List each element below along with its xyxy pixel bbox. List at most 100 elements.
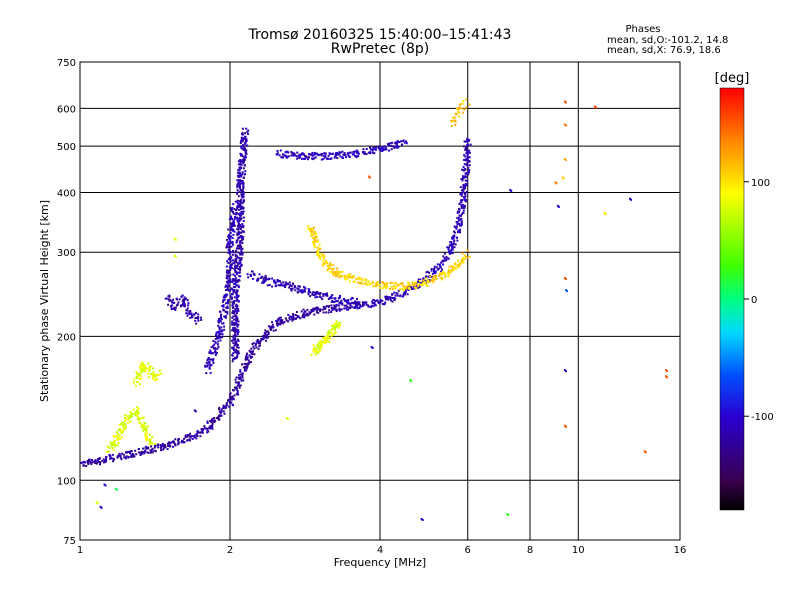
data-point (235, 212, 238, 215)
data-point (235, 294, 238, 297)
data-point (269, 326, 272, 329)
data-point (257, 279, 259, 282)
data-point (328, 341, 331, 344)
data-point (244, 365, 246, 368)
data-point (133, 455, 136, 458)
data-point (215, 336, 218, 339)
data-point (183, 305, 186, 307)
data-point (109, 456, 112, 459)
data-point (418, 285, 421, 288)
data-point (304, 154, 306, 157)
data-point (274, 285, 277, 288)
data-point (231, 304, 234, 307)
data-point (237, 226, 240, 229)
data-point (240, 231, 243, 234)
data-point (170, 308, 173, 311)
data-point (255, 346, 258, 349)
data-point (460, 201, 463, 203)
data-point (229, 255, 232, 258)
data-point (396, 294, 399, 297)
y-tick-label: 200 (57, 332, 76, 343)
data-point (248, 361, 251, 364)
data-point (303, 316, 306, 319)
data-point (306, 308, 309, 311)
data-point (225, 306, 228, 309)
data-point (168, 295, 171, 298)
data-point (156, 373, 159, 376)
data-point (258, 345, 261, 348)
data-point (254, 344, 257, 347)
data-point (136, 372, 139, 375)
data-point (108, 454, 111, 457)
data-point (87, 461, 89, 464)
data-point (390, 144, 393, 147)
data-point (234, 258, 237, 260)
data-point (319, 308, 321, 311)
data-point (284, 317, 287, 320)
data-point (241, 374, 244, 377)
data-point (431, 272, 434, 275)
data-point (452, 240, 455, 243)
data-point (450, 252, 453, 254)
data-point (180, 304, 183, 307)
data-point (263, 334, 266, 337)
data-point (237, 346, 240, 349)
data-point (230, 225, 233, 228)
data-point (232, 224, 235, 227)
data-point (294, 289, 297, 292)
data-point (112, 449, 115, 452)
data-point (279, 319, 282, 322)
data-point (304, 310, 307, 313)
data-point (302, 312, 305, 315)
data-point (236, 192, 239, 195)
data-point (469, 143, 472, 146)
data-point (326, 340, 329, 343)
data-point (372, 146, 375, 149)
data-point (96, 459, 99, 462)
data-point (153, 445, 156, 447)
data-point (124, 424, 127, 427)
data-point (462, 209, 465, 212)
data-point (299, 285, 301, 288)
data-point (287, 320, 290, 323)
data-point (456, 211, 459, 214)
data-point (333, 297, 336, 300)
data-point (102, 458, 105, 461)
data-point (357, 152, 360, 155)
x-axis-label: Frequency [MHz] (334, 556, 426, 569)
data-point (204, 364, 207, 367)
data-point (426, 270, 429, 273)
data-point (379, 301, 382, 304)
data-point (237, 383, 240, 386)
data-point (333, 308, 336, 311)
data-point (421, 519, 424, 521)
data-point (373, 302, 376, 304)
data-point (325, 260, 328, 263)
data-point (316, 351, 319, 353)
data-point (121, 421, 124, 424)
data-point (322, 157, 325, 160)
data-point (233, 300, 235, 303)
data-point (450, 269, 453, 272)
data-point (316, 309, 319, 312)
data-point (341, 302, 344, 305)
data-point (335, 308, 338, 311)
data-point (243, 145, 246, 148)
data-point (235, 250, 238, 253)
data-point (314, 156, 317, 159)
data-point (227, 249, 230, 252)
data-point (604, 213, 607, 216)
data-point (230, 223, 233, 226)
data-point (355, 155, 358, 158)
data-point (439, 266, 442, 269)
data-point (356, 149, 358, 152)
data-point (239, 253, 242, 256)
data-point (271, 277, 274, 280)
data-point (435, 266, 438, 269)
data-point (391, 300, 394, 303)
data-point (234, 283, 237, 286)
data-point (244, 358, 247, 361)
data-point (444, 259, 447, 262)
data-point (457, 217, 460, 220)
data-point (339, 301, 342, 304)
